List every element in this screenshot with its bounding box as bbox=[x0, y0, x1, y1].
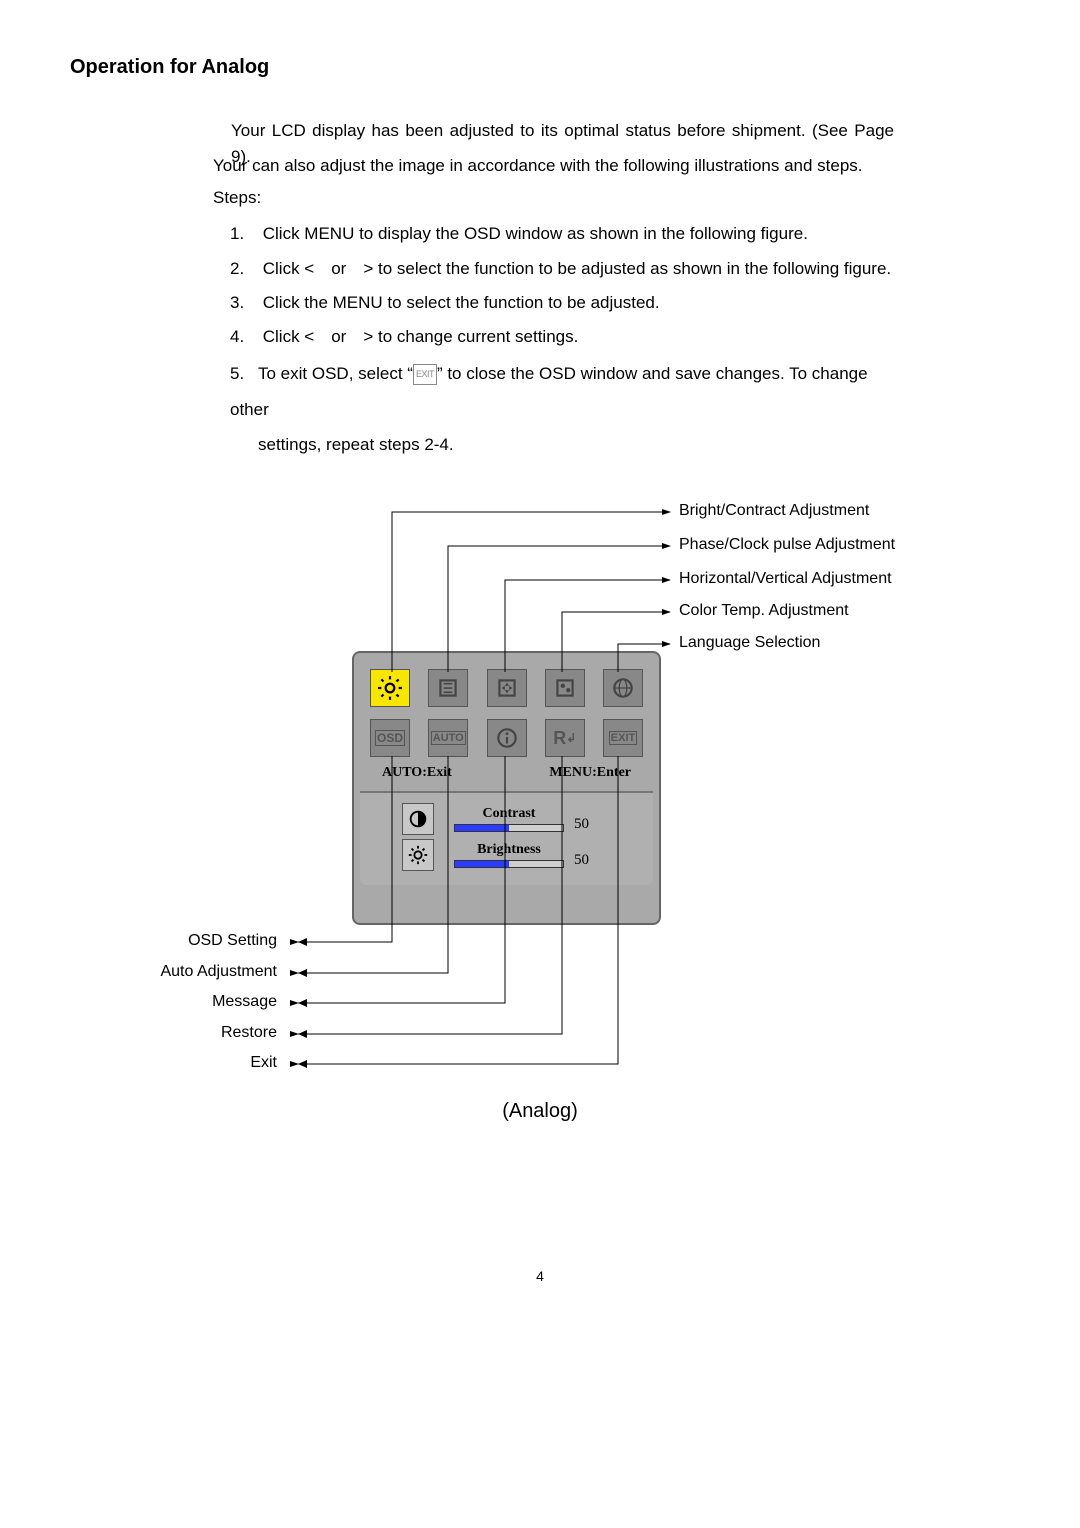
step-5: 5.To exit OSD, select “EXIT” to close th… bbox=[230, 356, 900, 463]
callout-message: Message bbox=[137, 993, 277, 1011]
contrast-mid: Contrast bbox=[454, 806, 564, 832]
step-number: 2. bbox=[230, 259, 258, 279]
exit-icon[interactable]: EXIT bbox=[603, 719, 643, 757]
step-2: 2. Click < or > to select the function t… bbox=[230, 259, 910, 279]
page-number: 4 bbox=[0, 1268, 1080, 1284]
step-4: 4. Click < or > to change current settin… bbox=[230, 327, 910, 347]
step-number: 4. bbox=[230, 327, 258, 347]
osd-window: OSD AUTO R↲ EXIT AUTO:Exit MENU:Enter bbox=[352, 651, 661, 925]
brightness-icon[interactable] bbox=[370, 669, 410, 707]
brightness-row: Brightness 50 bbox=[368, 839, 645, 871]
auto-adjust-icon[interactable]: AUTO bbox=[428, 719, 468, 757]
osd-hint-left: AUTO:Exit bbox=[382, 765, 452, 781]
callout-phase-clock: Phase/Clock pulse Adjustment bbox=[679, 536, 895, 554]
steps-label: Steps: bbox=[213, 188, 261, 208]
brightness-value: 50 bbox=[574, 852, 614, 871]
osd-hints: AUTO:Exit MENU:Enter bbox=[360, 763, 653, 787]
info-icon[interactable] bbox=[487, 719, 527, 757]
osd-icon-row-1 bbox=[360, 659, 653, 713]
manual-page: Operation for Analog Your LCD display ha… bbox=[0, 0, 1080, 1528]
osd-hint-right: MENU:Enter bbox=[549, 765, 631, 781]
osd-sliders: Contrast 50 Brightness 50 bbox=[360, 791, 653, 885]
callout-bright-contrast: Bright/Contract Adjustment bbox=[679, 502, 869, 520]
restore-icon[interactable]: R↲ bbox=[545, 719, 585, 757]
step-text: Click < or > to select the function to b… bbox=[263, 259, 891, 278]
page-heading: Operation for Analog bbox=[70, 56, 269, 79]
auto-text: AUTO bbox=[431, 731, 466, 745]
step-text: Click < or > to change current settings. bbox=[263, 327, 579, 346]
brightness-mid: Brightness bbox=[454, 842, 564, 868]
step-number: 1. bbox=[230, 224, 258, 244]
contrast-slider[interactable] bbox=[454, 824, 564, 832]
language-icon[interactable] bbox=[603, 669, 643, 707]
callout-auto-adjust: Auto Adjustment bbox=[137, 963, 277, 981]
contrast-label: Contrast bbox=[454, 806, 564, 822]
color-temp-icon[interactable] bbox=[545, 669, 585, 707]
osd-inner: OSD AUTO R↲ EXIT AUTO:Exit MENU:Enter bbox=[360, 659, 653, 885]
callout-hv-adjust: Horizontal/Vertical Adjustment bbox=[679, 570, 892, 588]
figure-caption: (Analog) bbox=[0, 1100, 1080, 1123]
intro-paragraph-2: Your can also adjust the image in accord… bbox=[213, 153, 893, 179]
callout-language: Language Selection bbox=[679, 634, 820, 652]
phase-clock-icon[interactable] bbox=[428, 669, 468, 707]
callout-osd-setting: OSD Setting bbox=[137, 932, 277, 950]
exit-glyph-icon: EXIT bbox=[413, 364, 437, 385]
step-1: 1. Click MENU to display the OSD window … bbox=[230, 224, 910, 244]
exit-text: EXIT bbox=[609, 731, 637, 745]
osd-setting-icon[interactable]: OSD bbox=[370, 719, 410, 757]
osd-icon-row-2: OSD AUTO R↲ EXIT bbox=[360, 713, 653, 763]
brightness-label: Brightness bbox=[454, 842, 564, 858]
step-number: 5. bbox=[230, 356, 258, 392]
brightness-slider-icon bbox=[402, 839, 434, 871]
step-text: Click the MENU to select the function to… bbox=[263, 293, 660, 312]
restore-text: R bbox=[553, 728, 566, 749]
step-number: 3. bbox=[230, 293, 258, 313]
contrast-row: Contrast 50 bbox=[368, 803, 645, 835]
contrast-icon bbox=[402, 803, 434, 835]
position-icon[interactable] bbox=[487, 669, 527, 707]
osd-text: OSD bbox=[375, 730, 405, 746]
step-text-a: To exit OSD, select “ bbox=[258, 364, 413, 383]
callout-color-temp: Color Temp. Adjustment bbox=[679, 602, 849, 620]
step-3: 3. Click the MENU to select the function… bbox=[230, 293, 910, 313]
contrast-value: 50 bbox=[574, 816, 614, 835]
step-text: Click MENU to display the OSD window as … bbox=[263, 224, 808, 243]
brightness-slider[interactable] bbox=[454, 860, 564, 868]
callout-restore: Restore bbox=[137, 1024, 277, 1042]
step-text-c: settings, repeat steps 2-4. bbox=[258, 435, 454, 454]
callout-exit: Exit bbox=[137, 1054, 277, 1072]
